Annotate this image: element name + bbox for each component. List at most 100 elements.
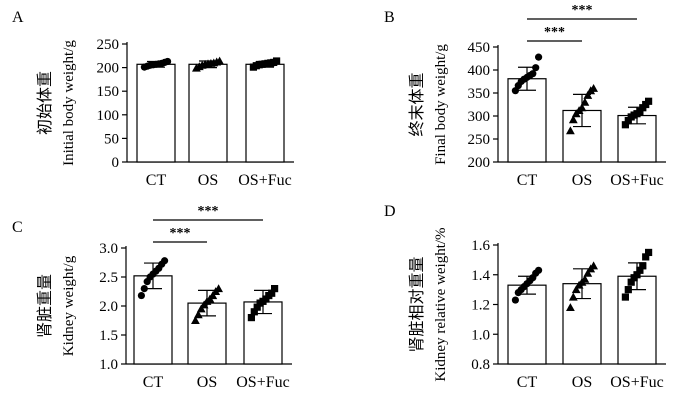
- y-tick-label: 200: [97, 61, 120, 77]
- data-point: [636, 266, 644, 274]
- data-point: [580, 274, 590, 283]
- y-tick-label: 150: [97, 84, 120, 100]
- data-point: [645, 97, 653, 105]
- panel-letter: B: [384, 9, 395, 26]
- data-point: [568, 292, 578, 301]
- panel-letter: C: [12, 219, 23, 236]
- data-point: [624, 286, 632, 294]
- panel-c: C 肾脏重量 Kidney weight/g 1.0 1.5 2.0 2.5 3.0 CT OS O…: [12, 204, 292, 391]
- data-point: [161, 257, 169, 265]
- bar: [136, 63, 176, 163]
- y-axis-label-en: Final body weight/g: [433, 44, 449, 165]
- y-tick-label: 2.5: [99, 270, 118, 286]
- y-tick-label: 0: [112, 155, 120, 171]
- x-category-label: OS+Fuc: [610, 374, 663, 391]
- data-point: [208, 291, 218, 300]
- data-point: [273, 57, 281, 65]
- y-tick-label: 250: [97, 37, 120, 53]
- data-point: [253, 303, 261, 311]
- y-tick-label: 450: [468, 40, 491, 56]
- y-tick-label: 1.6: [471, 238, 490, 254]
- data-point: [140, 285, 148, 293]
- y-tick-label: 1.0: [471, 327, 490, 343]
- y-tick-label: 100: [97, 108, 120, 124]
- y-tick-label: 1.4: [471, 268, 490, 284]
- data-point: [636, 107, 644, 115]
- bar: [245, 63, 285, 163]
- data-point: [642, 253, 650, 261]
- data-point: [627, 278, 635, 286]
- y-tick-label: 350: [468, 86, 491, 102]
- data-point: [529, 70, 537, 78]
- data-point: [633, 271, 641, 279]
- y-tick-label: 0.8: [471, 357, 490, 373]
- data-point: [215, 56, 224, 65]
- x-category-label: OS: [572, 374, 592, 391]
- y-tick-label: 250: [468, 132, 491, 148]
- data-point: [589, 261, 598, 270]
- panel-a: A 初始体重 Initial body weight/g 0 50 100 150 200 25…: [12, 9, 294, 189]
- x-category-label: CT: [517, 374, 538, 391]
- significance-label: ***: [198, 204, 219, 219]
- data-point: [577, 103, 587, 112]
- panel-letter: A: [12, 9, 24, 26]
- x-category-label: CT: [517, 172, 538, 189]
- significance-label: ***: [170, 226, 191, 241]
- data-point: [580, 97, 590, 106]
- bar: [188, 63, 228, 163]
- y-tick-label: 200: [468, 155, 491, 171]
- data-point: [589, 84, 598, 92]
- data-point: [535, 266, 543, 274]
- data-point: [566, 303, 575, 311]
- data-point: [196, 304, 206, 313]
- y-tick-label: 50: [104, 131, 119, 147]
- data-point: [268, 289, 276, 297]
- bar: [617, 275, 657, 365]
- x-category-label: OS: [197, 374, 217, 391]
- data-point: [566, 126, 575, 135]
- y-axis-label-en: Kidney weight/g: [61, 255, 77, 356]
- data-point: [583, 268, 593, 277]
- panel-letter: D: [384, 203, 396, 220]
- data-point: [645, 248, 653, 257]
- x-category-label: OS: [198, 172, 218, 189]
- y-tick-label: 1.0: [99, 357, 118, 373]
- panel-d: D 肾脏相对重量 Kidney relative weight/% 0.8 1.0 1.2…: [384, 203, 666, 391]
- y-tick-label: 1.2: [471, 298, 490, 314]
- data-point: [271, 285, 279, 293]
- data-point: [137, 291, 145, 300]
- x-category-label: OS: [572, 172, 592, 189]
- y-axis-label-zh: 初始体重: [36, 71, 54, 135]
- y-tick-label: 1.5: [99, 328, 118, 344]
- bar: [133, 275, 173, 365]
- data-point: [568, 115, 578, 124]
- data-point: [532, 64, 540, 72]
- data-point: [250, 308, 258, 316]
- y-tick-label: 3.0: [99, 241, 118, 257]
- data-point: [214, 284, 223, 293]
- data-point: [621, 293, 629, 301]
- data-point: [624, 117, 632, 125]
- y-axis-label-en: Kidney relative weight/%: [433, 227, 449, 381]
- x-category-label: CT: [143, 374, 164, 391]
- data-point: [621, 121, 629, 129]
- y-tick-label: 300: [468, 109, 491, 125]
- y-tick-label: 400: [468, 63, 491, 79]
- data-point: [164, 57, 172, 66]
- panel-b: B 终末体重 Final body weight/g 200 250 300 350 400 4…: [384, 3, 666, 189]
- data-point: [571, 285, 581, 294]
- x-category-label: OS+Fuc: [238, 172, 291, 189]
- y-axis-label-en: Initial body weight/g: [61, 40, 77, 166]
- data-point: [247, 314, 255, 322]
- data-point: [193, 310, 203, 319]
- y-axis-label-zh: 肾脏相对重量: [408, 256, 426, 352]
- x-category-label: OS+Fuc: [610, 172, 663, 189]
- data-point: [639, 262, 647, 270]
- data-point: [535, 53, 543, 61]
- data-point: [511, 296, 519, 304]
- data-point: [583, 90, 593, 99]
- y-axis-label-zh: 肾脏重量: [36, 274, 54, 338]
- y-tick-label: 2.0: [99, 299, 118, 315]
